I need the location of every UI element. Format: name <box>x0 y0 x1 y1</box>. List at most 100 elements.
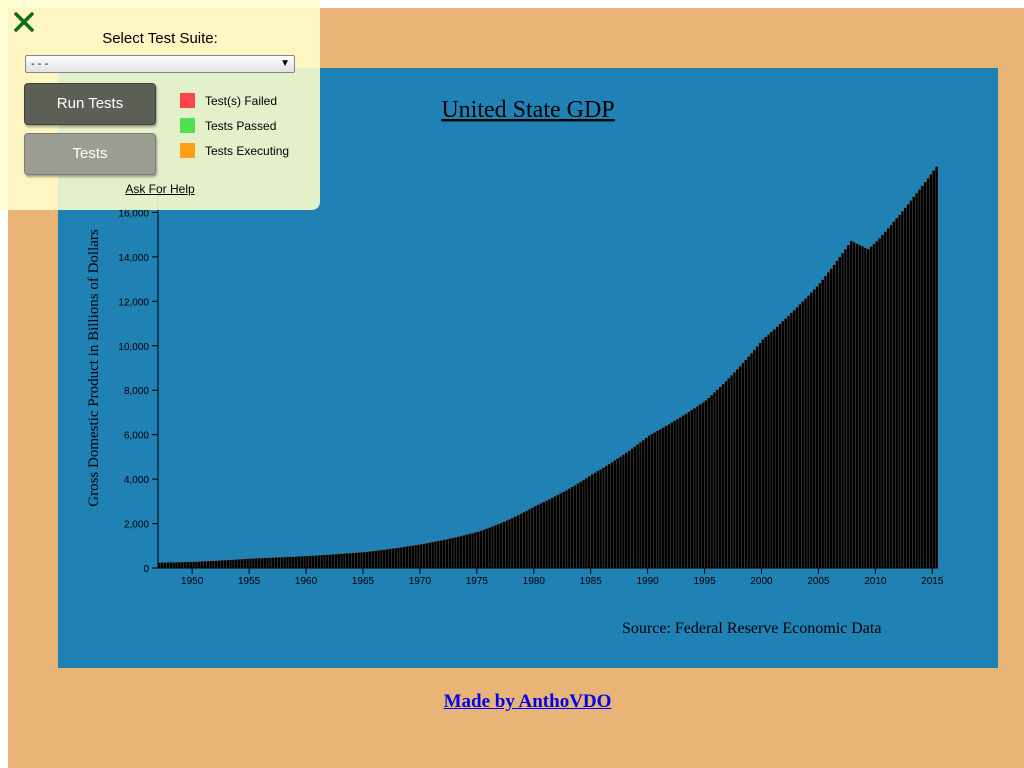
gdp-bar[interactable] <box>320 554 324 569</box>
gdp-bar[interactable] <box>362 551 366 569</box>
gdp-bar[interactable] <box>878 237 882 569</box>
gdp-bar[interactable] <box>510 517 515 569</box>
gdp-bar[interactable] <box>539 503 543 569</box>
gdp-bar[interactable] <box>328 554 332 569</box>
gdp-bar[interactable] <box>385 549 389 569</box>
gdp-bar[interactable] <box>613 460 617 569</box>
gdp-bar[interactable] <box>573 485 577 569</box>
gdp-bar[interactable] <box>223 559 227 569</box>
gdp-bar[interactable] <box>160 562 164 569</box>
gdp-bar[interactable] <box>721 383 725 569</box>
gdp-bar[interactable] <box>673 420 677 569</box>
gdp-bar[interactable] <box>579 481 583 569</box>
gdp-bar[interactable] <box>294 556 298 569</box>
gdp-bar[interactable] <box>846 244 850 569</box>
gdp-bar[interactable] <box>365 551 369 569</box>
gdp-bar[interactable] <box>240 558 244 569</box>
gdp-bar[interactable] <box>283 556 287 569</box>
gdp-bar[interactable] <box>618 456 623 569</box>
gdp-bar[interactable] <box>707 397 711 569</box>
gdp-bar[interactable] <box>482 529 486 569</box>
gdp-bar[interactable] <box>206 560 210 569</box>
gdp-bar[interactable] <box>211 560 216 569</box>
gdp-bar[interactable] <box>661 427 665 569</box>
gdp-bar[interactable] <box>658 428 663 569</box>
gdp-bar[interactable] <box>932 170 936 569</box>
gdp-bar[interactable] <box>829 268 833 569</box>
gdp-bar[interactable] <box>453 537 458 569</box>
gdp-bar[interactable] <box>650 433 654 569</box>
gdp-bar[interactable] <box>860 246 865 569</box>
gdp-bar[interactable] <box>451 537 455 569</box>
gdp-bar[interactable] <box>200 561 204 569</box>
gdp-bar[interactable] <box>416 544 421 569</box>
gdp-bar[interactable] <box>909 200 913 569</box>
gdp-bar[interactable] <box>906 203 910 569</box>
gdp-bar[interactable] <box>476 531 480 569</box>
gdp-bar[interactable] <box>342 553 347 569</box>
gdp-bar[interactable] <box>695 406 700 569</box>
gdp-bar[interactable] <box>735 369 739 569</box>
tests-button[interactable]: Tests <box>24 133 156 175</box>
gdp-bar[interactable] <box>419 543 423 569</box>
gdp-bar[interactable] <box>675 418 680 569</box>
gdp-bar[interactable] <box>559 493 563 569</box>
run-tests-button[interactable]: Run Tests <box>24 83 156 125</box>
gdp-bar[interactable] <box>209 560 213 569</box>
gdp-bar[interactable] <box>647 435 651 569</box>
gdp-bar[interactable] <box>314 555 318 569</box>
gdp-bar[interactable] <box>855 243 859 569</box>
gdp-bar[interactable] <box>604 465 608 569</box>
gdp-bar[interactable] <box>752 349 756 569</box>
gdp-bar[interactable] <box>550 497 554 569</box>
gdp-bar[interactable] <box>280 557 284 569</box>
gdp-bar[interactable] <box>630 448 634 569</box>
gdp-bar[interactable] <box>414 544 418 569</box>
gdp-bar[interactable] <box>667 423 671 569</box>
gdp-bar[interactable] <box>274 557 278 569</box>
gdp-bar[interactable] <box>823 275 828 569</box>
gdp-bar[interactable] <box>917 189 922 569</box>
gdp-bar[interactable] <box>584 477 589 569</box>
gdp-bar[interactable] <box>505 520 509 569</box>
gdp-bar[interactable] <box>391 548 395 569</box>
gdp-bar[interactable] <box>732 372 737 569</box>
gdp-bar[interactable] <box>203 561 207 569</box>
gdp-bar[interactable] <box>895 217 899 569</box>
gdp-bar[interactable] <box>357 552 361 569</box>
gdp-bar[interactable] <box>311 555 315 569</box>
gdp-bar[interactable] <box>169 562 173 569</box>
gdp-bar[interactable] <box>764 336 768 569</box>
gdp-bar[interactable] <box>863 247 868 569</box>
gdp-bar[interactable] <box>656 430 660 569</box>
gdp-bar[interactable] <box>351 552 355 569</box>
gdp-bar[interactable] <box>724 380 728 569</box>
gdp-bar[interactable] <box>624 452 628 569</box>
gdp-bar[interactable] <box>795 307 799 569</box>
gdp-bar[interactable] <box>317 555 321 569</box>
gdp-bar[interactable] <box>345 553 349 569</box>
gdp-bar[interactable] <box>687 411 691 569</box>
gdp-bar[interactable] <box>422 543 426 569</box>
gdp-bar[interactable] <box>698 404 702 569</box>
gdp-bar[interactable] <box>929 174 933 569</box>
gdp-bar[interactable] <box>653 432 657 569</box>
gdp-bar[interactable] <box>712 392 717 569</box>
gdp-bar[interactable] <box>445 538 449 569</box>
gdp-bar[interactable] <box>411 545 415 569</box>
gdp-bar[interactable] <box>758 342 762 569</box>
gdp-bar[interactable] <box>268 557 273 569</box>
gdp-bar[interactable] <box>576 483 580 569</box>
gdp-bar[interactable] <box>875 241 879 569</box>
gdp-bar[interactable] <box>621 454 626 569</box>
gdp-bar[interactable] <box>502 521 506 569</box>
gdp-bar[interactable] <box>291 556 295 569</box>
gdp-bar[interactable] <box>507 519 512 569</box>
gdp-bar[interactable] <box>322 554 327 569</box>
gdp-bar[interactable] <box>191 561 196 569</box>
gdp-bar[interactable] <box>180 561 184 569</box>
gdp-bar[interactable] <box>542 501 546 569</box>
gdp-bar[interactable] <box>340 553 344 569</box>
gdp-bar[interactable] <box>744 359 748 569</box>
gdp-bar[interactable] <box>425 542 429 569</box>
